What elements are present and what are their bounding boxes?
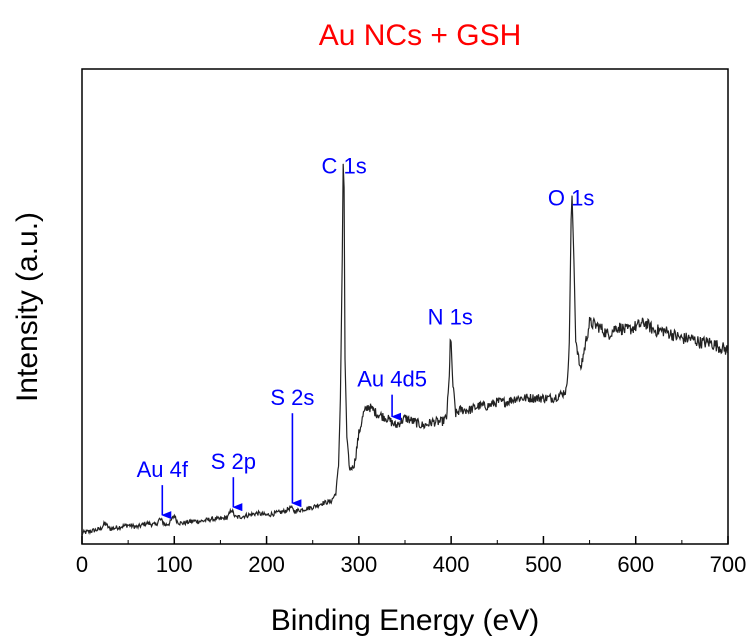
x-tick-label: 200 (248, 552, 285, 577)
spectrum-line (81, 163, 729, 536)
x-tick-label: 400 (433, 552, 470, 577)
annotation-label: S 2s (270, 385, 314, 410)
x-tick-label: 100 (156, 552, 193, 577)
x-tick-label: 0 (76, 552, 88, 577)
annotation-label: S 2p (211, 449, 256, 474)
chart-title: Au NCs + GSH (319, 19, 522, 52)
x-tick-label: 600 (617, 552, 654, 577)
x-tick-label: 500 (525, 552, 562, 577)
annotation-label: N 1s (428, 305, 473, 330)
annotation-label: Au 4d5 (357, 367, 427, 392)
x-axis-label: Binding Energy (eV) (271, 604, 539, 637)
x-axis-ticks: 0 100 200 300 400 500 600 700 (76, 536, 746, 577)
peak-annotations: Au 4f S 2p S 2s Au 4d5 C 1s N 1s O 1s (137, 154, 594, 520)
annotation-label: Au 4f (137, 457, 189, 482)
x-tick-label: 700 (710, 552, 747, 577)
x-tick-label: 300 (340, 552, 377, 577)
y-axis-label: Intensity (a.u.) (11, 212, 44, 402)
annotation-label: C 1s (321, 154, 366, 179)
annotation-label: O 1s (548, 185, 594, 210)
